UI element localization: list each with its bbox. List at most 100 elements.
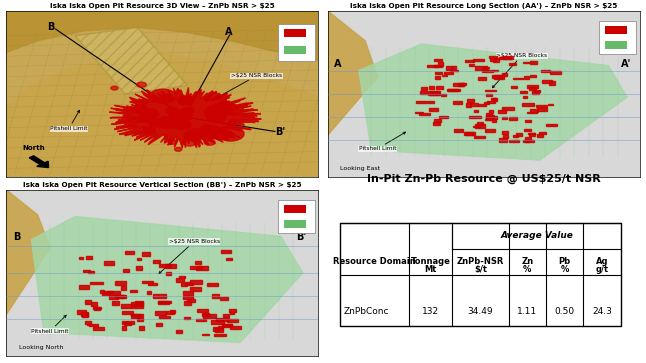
Bar	[218, 326, 224, 329]
Bar	[502, 131, 508, 134]
Circle shape	[166, 107, 178, 114]
Bar	[466, 99, 474, 102]
Bar	[429, 109, 439, 111]
Bar	[153, 294, 165, 298]
Bar	[183, 291, 193, 295]
Bar	[138, 317, 143, 321]
Text: ZnPb-NSR: ZnPb-NSR	[457, 257, 504, 266]
Text: g/t: g/t	[596, 265, 609, 274]
Circle shape	[136, 82, 147, 87]
Text: 0.50: 0.50	[555, 307, 575, 316]
Bar	[494, 75, 505, 78]
Text: North: North	[22, 145, 45, 151]
Circle shape	[138, 114, 154, 122]
Circle shape	[198, 125, 220, 136]
Bar	[195, 261, 201, 264]
Bar	[85, 300, 91, 304]
Bar	[136, 266, 142, 270]
Bar	[461, 83, 466, 85]
Bar	[81, 313, 88, 315]
Bar	[428, 91, 439, 95]
Bar	[122, 311, 133, 314]
Text: Resource Domain: Resource Domain	[333, 257, 416, 266]
Bar	[181, 283, 187, 286]
Bar	[453, 83, 464, 86]
Text: 24.3: 24.3	[592, 307, 612, 316]
Bar	[453, 129, 463, 132]
Bar	[83, 270, 90, 272]
Bar	[486, 113, 492, 116]
Bar	[122, 326, 127, 330]
Bar	[226, 258, 232, 260]
Polygon shape	[6, 11, 318, 61]
Bar	[190, 280, 202, 284]
Bar	[490, 56, 497, 58]
Bar	[216, 318, 229, 321]
Text: Mt: Mt	[424, 265, 437, 274]
Bar	[525, 140, 534, 142]
Bar	[488, 118, 492, 120]
Bar	[484, 90, 496, 91]
Circle shape	[138, 99, 147, 104]
Bar	[421, 87, 427, 90]
Bar	[207, 283, 218, 286]
Bar	[474, 110, 478, 112]
Circle shape	[217, 127, 244, 141]
Bar	[513, 135, 517, 137]
Bar	[503, 56, 513, 58]
Circle shape	[155, 117, 176, 128]
Bar	[492, 75, 501, 78]
Bar	[537, 134, 543, 137]
Circle shape	[111, 86, 118, 90]
Bar	[196, 266, 208, 270]
Bar	[464, 132, 473, 135]
Bar	[94, 306, 100, 310]
Circle shape	[182, 107, 194, 114]
Bar	[87, 323, 90, 326]
Bar	[503, 135, 508, 138]
Bar	[278, 24, 315, 61]
Bar	[156, 323, 162, 326]
Text: $/t: $/t	[474, 265, 487, 274]
Circle shape	[191, 129, 198, 132]
Bar	[534, 90, 540, 92]
Circle shape	[225, 132, 234, 137]
Bar	[493, 98, 497, 101]
Text: B: B	[47, 23, 54, 33]
Text: Ag: Ag	[596, 257, 609, 266]
Bar	[91, 302, 97, 306]
Bar	[104, 291, 113, 293]
Bar	[452, 66, 457, 69]
Bar	[167, 272, 171, 275]
Bar	[529, 87, 536, 90]
Circle shape	[168, 140, 177, 144]
Bar	[119, 294, 123, 298]
Bar	[548, 104, 552, 105]
Bar	[86, 256, 92, 259]
Bar	[442, 74, 447, 76]
Bar	[435, 76, 440, 79]
Text: Pitshell Limit: Pitshell Limit	[32, 315, 69, 334]
Bar	[499, 57, 508, 58]
Bar	[130, 314, 140, 318]
Bar	[223, 324, 233, 327]
Bar	[439, 62, 443, 66]
Circle shape	[178, 96, 194, 105]
Bar	[502, 107, 514, 110]
Bar	[446, 66, 452, 70]
Bar	[446, 89, 458, 91]
Bar	[115, 295, 127, 298]
Bar	[605, 41, 627, 49]
Bar	[109, 295, 118, 299]
Bar	[509, 117, 517, 121]
Bar	[488, 110, 493, 113]
Bar	[165, 264, 176, 268]
Bar	[434, 65, 442, 68]
Circle shape	[169, 110, 192, 122]
Text: Looking North: Looking North	[19, 345, 63, 350]
Text: ZnPbConc: ZnPbConc	[343, 307, 389, 316]
Bar	[483, 70, 493, 72]
Bar	[142, 252, 150, 256]
Bar	[85, 321, 90, 324]
Bar	[202, 313, 209, 317]
